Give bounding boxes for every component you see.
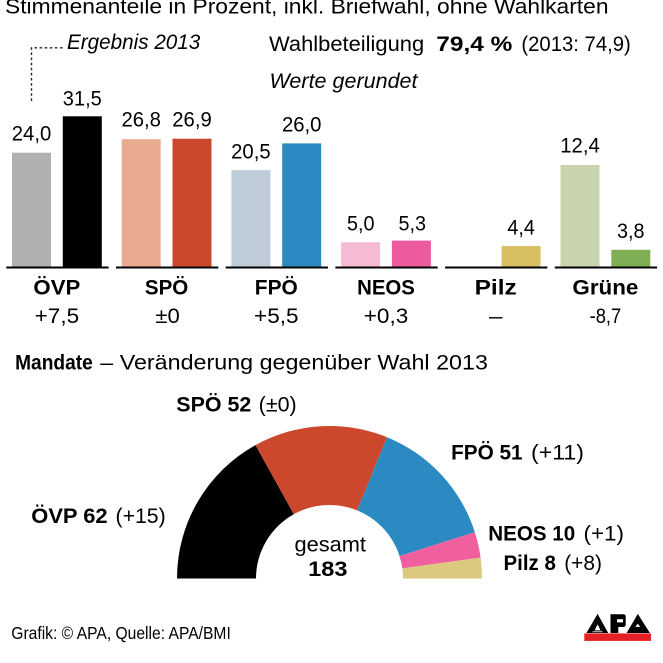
svg-text:SPÖ: SPÖ [145,277,188,300]
svg-text:24,0: 24,0 [12,122,52,146]
svg-text:5,0: 5,0 [347,212,375,236]
svg-text:-8,7: -8,7 [590,305,622,328]
svg-text:gesamt: gesamt [295,534,367,557]
svg-text:Wahlbeteiligung: Wahlbeteiligung [269,33,424,56]
svg-text:ÖVP: ÖVP [33,277,80,300]
svg-text:NEOS 10: NEOS 10 [488,522,575,545]
svg-text:20,5: 20,5 [231,139,271,163]
svg-text:Mandate: Mandate [15,352,93,375]
svg-text:±0: ±0 [155,305,179,328]
svg-text:+0,3: +0,3 [364,305,409,328]
svg-text:(+1): (+1) [584,522,625,545]
svg-text:– Veränderung gegenüber Wahl 2: – Veränderung gegenüber Wahl 2013 [100,352,488,375]
svg-text:(2013: 74,9): (2013: 74,9) [521,33,630,56]
svg-text:183: 183 [308,558,347,581]
svg-text:SPÖ 52: SPÖ 52 [176,394,251,417]
svg-text:26,0: 26,0 [282,113,322,137]
svg-text:(+15): (+15) [116,505,166,528]
svg-text:3,8: 3,8 [617,219,645,243]
svg-text:(+8): (+8) [564,552,602,575]
svg-text:12,4: 12,4 [560,134,600,158]
svg-text:31,5: 31,5 [63,86,102,110]
svg-text:79,4 %: 79,4 % [436,33,512,56]
svg-text:Stimmenanteile in Prozent, ink: Stimmenanteile in Prozent, inkl. Briefwa… [5,0,609,19]
svg-text:Ergebnis 2013: Ergebnis 2013 [67,31,201,54]
svg-text:FPÖ: FPÖ [255,277,298,300]
svg-text:+5,5: +5,5 [254,305,299,328]
svg-text:ÖVP 62: ÖVP 62 [31,505,107,528]
svg-text:Grafik: © APA, Quelle: APA/BMI: Grafik: © APA, Quelle: APA/BMI [11,623,231,643]
svg-text:5,3: 5,3 [399,212,427,236]
svg-text:26,9: 26,9 [172,108,212,132]
svg-text:NEOS: NEOS [357,277,415,300]
svg-text:FPÖ 51: FPÖ 51 [451,441,523,464]
svg-text:(±0): (±0) [259,394,297,417]
svg-text:–: – [489,305,503,328]
svg-text:Werte gerundet: Werte gerundet [270,70,419,93]
svg-text:4,4: 4,4 [507,216,535,240]
svg-text:Pilz 8: Pilz 8 [504,552,557,575]
svg-text:Pilz: Pilz [475,277,517,300]
svg-text:(+11): (+11) [531,441,584,464]
svg-text:+7,5: +7,5 [35,305,80,328]
svg-text:26,8: 26,8 [121,108,161,132]
svg-text:Grüne: Grüne [572,277,638,300]
